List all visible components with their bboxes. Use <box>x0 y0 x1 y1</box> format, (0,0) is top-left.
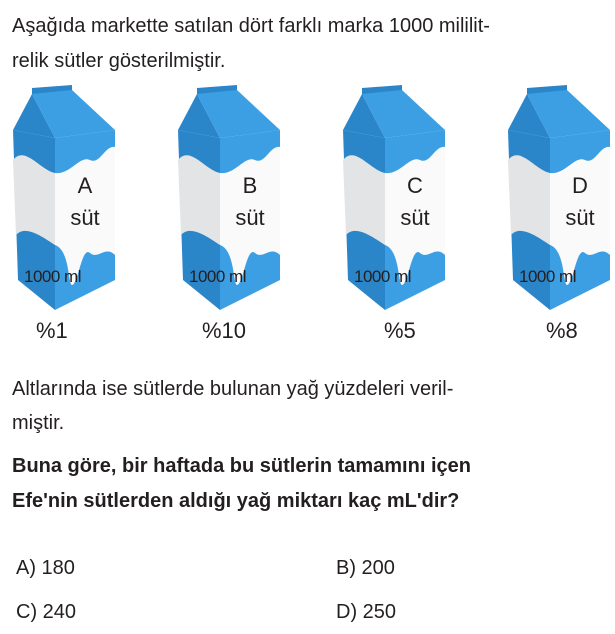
carton-volume: 1000 ml <box>189 267 246 286</box>
note-line-2: miştir. <box>12 412 65 434</box>
carton-letter: B <box>242 173 258 198</box>
carton-volume: 1000 ml <box>354 267 411 286</box>
carton-letter: D <box>572 173 588 198</box>
question-line-1: Buna göre, bir haftada bu sütlerin tamam… <box>12 455 471 477</box>
milk-carton-d: D süt 1000 ml <box>505 85 615 315</box>
carton-word: süt <box>565 205 595 230</box>
milk-carton-icon <box>508 85 610 310</box>
carton-word: süt <box>400 205 430 230</box>
milk-carton-icon <box>343 85 445 310</box>
carton-word: süt <box>235 205 265 230</box>
intro-line-1: Aşağıda markette satılan dört farklı mar… <box>12 15 490 37</box>
fat-percentage-d: %8 <box>546 318 578 343</box>
carton-letter: C <box>407 173 423 198</box>
fat-percentage-c: %5 <box>384 318 416 343</box>
milk-carton-icon <box>13 85 115 310</box>
option-c[interactable]: C) 240 <box>16 601 77 623</box>
note-line-1: Altlarında ise sütlerde bulunan yağ yüzd… <box>12 378 454 400</box>
fat-percentage-b: %10 <box>202 318 247 343</box>
milk-carton-b: B süt 1000 ml <box>175 85 285 315</box>
milk-carton-icon <box>178 85 280 310</box>
option-d[interactable]: D) 250 <box>336 601 397 623</box>
carton-volume: 1000 ml <box>24 267 81 286</box>
option-b[interactable]: B) 200 <box>336 557 395 579</box>
option-a[interactable]: A) 180 <box>16 557 75 579</box>
intro-line-2: relik sütler gösterilmiştir. <box>12 50 226 72</box>
carton-letter: A <box>77 173 93 198</box>
milk-carton-c: C süt 1000 ml <box>340 85 450 315</box>
carton-word: süt <box>70 205 100 230</box>
question-line-2: Efe'nin sütlerden aldığı yağ miktarı kaç… <box>12 490 460 512</box>
carton-volume: 1000 ml <box>519 267 576 286</box>
fat-percentage-a: %1 <box>36 318 68 343</box>
milk-carton-a: A süt 1000 ml <box>10 85 120 315</box>
